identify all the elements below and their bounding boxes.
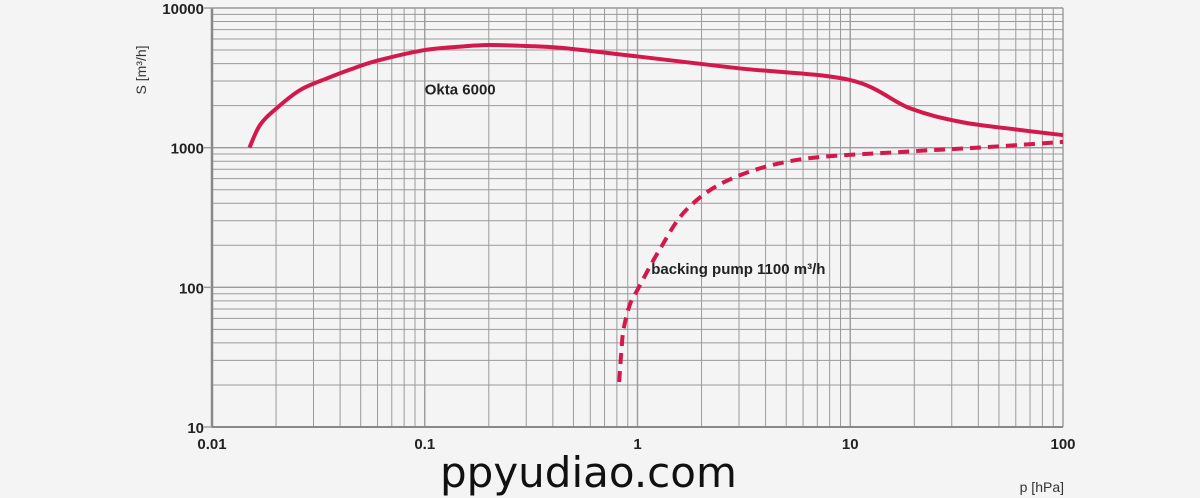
- y-axis-label: S [m³/h]: [133, 45, 149, 94]
- grid: [211, 8, 1063, 428]
- watermark: ppyudiao.com: [440, 448, 737, 497]
- y-tick-label: 1000: [171, 141, 204, 158]
- labels: S [m³/h] p [hPa] Okta 6000 backing pump …: [133, 45, 1064, 497]
- annotation-okta-6000: Okta 6000: [425, 82, 496, 99]
- series-line-okta-6000: [247, 43, 1064, 149]
- x-tick-label: 100: [1050, 436, 1075, 453]
- x-tick-label: 1: [633, 436, 641, 453]
- y-tick-label: 10: [187, 420, 204, 437]
- series-group: [247, 43, 1064, 383]
- axes: 0.01 0.1 1 10 100 10 100 1000 10000: [162, 1, 1075, 453]
- x-tick-label: 0.1: [414, 436, 435, 453]
- x-tick-label: 0.01: [197, 436, 226, 453]
- annotation-backing-pump: backing pump 1100 m³/h: [651, 261, 825, 278]
- y-tick-label: 10000: [162, 1, 204, 18]
- series-line-backing-pump: [617, 139, 1064, 383]
- x-axis-label: p [hPa]: [1020, 479, 1064, 495]
- x-tick-label: 10: [842, 436, 859, 453]
- y-tick-label: 100: [179, 280, 204, 297]
